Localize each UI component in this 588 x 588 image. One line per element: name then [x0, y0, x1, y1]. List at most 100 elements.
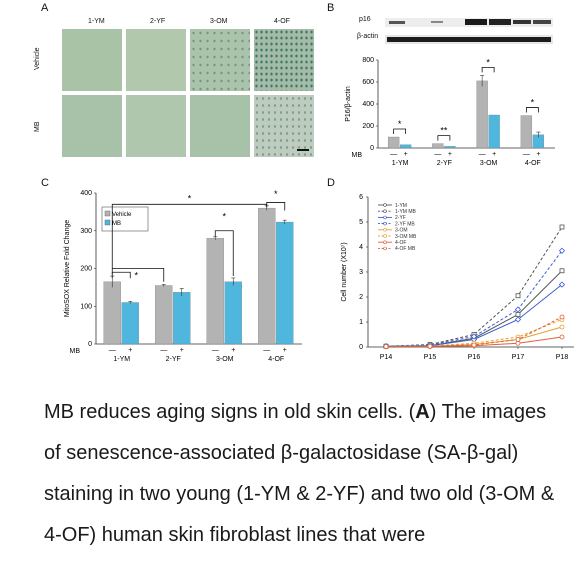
- legend-swatch: [104, 210, 111, 217]
- bar: [387, 136, 400, 149]
- bar: [476, 80, 488, 149]
- blot-p16-band-2: [431, 21, 443, 23]
- x-tick-label: P18: [556, 354, 569, 361]
- legend-label: 2-YF MB: [395, 221, 415, 227]
- col-label-2-yf: 2-YF: [150, 18, 166, 25]
- col-label-1-ym: 1-YM: [88, 18, 105, 25]
- blot-label-beta-actin: β-actin: [357, 33, 379, 40]
- treatment-sign: +: [283, 347, 287, 354]
- treatment-sign: —: [523, 151, 530, 158]
- x-tick-label: P15: [424, 354, 437, 361]
- bar: [399, 144, 412, 149]
- y-tick-label: 200: [80, 266, 92, 273]
- y-tick-label: 300: [80, 228, 92, 235]
- panel-b-chart: 0 200 400 600 800 P16/β-actin — +1-YM — +2-YF — +3-…: [345, 57, 555, 167]
- data-point: [559, 224, 565, 230]
- panel-d-letter: D: [327, 177, 335, 189]
- bar: [173, 292, 191, 345]
- y-tick-label: 0: [88, 341, 92, 348]
- treatment-sign: —: [160, 347, 167, 354]
- treatment-sign: +: [536, 151, 540, 158]
- significance-bracket: [214, 230, 234, 277]
- legend-label: 2-YF: [395, 215, 406, 221]
- y-tick-label: 3: [359, 269, 363, 276]
- significance-marker: *: [222, 211, 226, 221]
- y-axis-label: Cell number (X10⁷): [341, 242, 348, 301]
- significance-bracket: [437, 135, 451, 141]
- x-tick-label: P16: [468, 354, 481, 361]
- legend-label: 3-OM: [395, 228, 408, 234]
- bar: [206, 238, 224, 345]
- caption-prefix: MB reduces aging signs in old skin cells…: [44, 401, 416, 423]
- bar: [103, 281, 121, 345]
- treatment-sign: +: [231, 347, 235, 354]
- y-tick-label: 1: [359, 319, 363, 326]
- data-point: [383, 344, 389, 349]
- series-line: [385, 250, 563, 347]
- y-tick-label: 400: [362, 101, 374, 108]
- legend-label: 4-OF: [395, 240, 406, 246]
- x-tick-label: P17: [512, 354, 525, 361]
- data-point: [559, 314, 565, 320]
- category-label: 4-OF: [525, 160, 541, 167]
- bar: [258, 207, 276, 345]
- significance-marker: *: [398, 119, 402, 129]
- blot-actin-band: [387, 37, 551, 42]
- legend-marker: [383, 246, 387, 251]
- treatment-sign: +: [128, 347, 132, 354]
- significance-marker: *: [486, 57, 490, 67]
- bar: [488, 114, 500, 149]
- data-point: [471, 342, 477, 348]
- treatment-sign: +: [180, 347, 184, 354]
- blot-p16-band-5: [513, 20, 531, 24]
- category-label: 4-OF: [268, 356, 284, 363]
- y-tick-label: 6: [359, 194, 363, 201]
- micrograph-mb-3-om: [190, 95, 250, 157]
- panel-d-chart: 0 1 2 3 4 5 6 P14 P15 P16 P17 P18 Cell number (X10⁷)…: [341, 194, 574, 361]
- data-point: [427, 343, 433, 349]
- col-label-4-of: 4-OF: [274, 18, 290, 25]
- significance-marker: *: [531, 98, 535, 108]
- category-label: 2-YF: [437, 160, 452, 167]
- y-tick-label: 800: [362, 57, 374, 64]
- category-label: 3-OM: [216, 356, 234, 363]
- significance-marker: **: [440, 126, 448, 136]
- data-point: [515, 293, 521, 299]
- treatment-sign: —: [479, 151, 486, 158]
- treatment-sign: +: [448, 151, 452, 158]
- data-point: [470, 333, 478, 340]
- data-point: [515, 312, 521, 317]
- bar: [276, 221, 294, 345]
- panel-a-letter: A: [41, 2, 49, 14]
- legend-marker: [383, 221, 387, 226]
- treatment-sign: —: [212, 347, 219, 354]
- panel-c-letter: C: [41, 177, 49, 189]
- blot-label-p16: p16: [359, 16, 371, 23]
- treatment-label: MB: [352, 152, 363, 159]
- legend-label: MB: [112, 221, 121, 227]
- legend-box: [101, 206, 149, 232]
- treatment-sign: +: [404, 151, 408, 158]
- treatment-sign: —: [263, 347, 270, 354]
- blot-p16-band-1: [389, 21, 405, 24]
- treatment-sign: —: [390, 151, 397, 158]
- legend-swatch: [104, 219, 111, 226]
- treatment-sign: —: [434, 151, 441, 158]
- x-tick-label: P14: [380, 354, 393, 361]
- y-tick-label: 600: [362, 79, 374, 86]
- micrograph-mb-4-of: [254, 95, 314, 157]
- bar: [432, 143, 444, 149]
- caption-bold: A: [415, 401, 430, 423]
- blot-p16-band-6: [533, 20, 551, 24]
- bar: [155, 285, 173, 345]
- bar: [444, 146, 456, 149]
- row-label-mb: MB: [34, 121, 41, 133]
- panel-c-chart: 0 100 200 300 400 MitoSOX Relative Fold Chang…: [64, 189, 302, 363]
- data-point: [559, 268, 565, 274]
- blot-p16-band-4: [489, 19, 511, 25]
- caption-suffix: ) The images of senescence-associated β-…: [44, 401, 555, 546]
- bar: [520, 115, 533, 149]
- micrograph-vehicle-2-yf: [126, 29, 186, 91]
- data-point: [558, 247, 566, 254]
- bar: [224, 281, 242, 345]
